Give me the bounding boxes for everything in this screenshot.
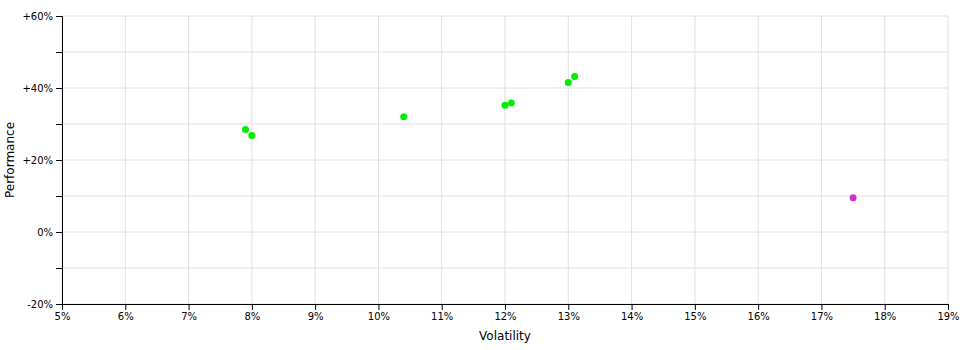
tick: +20% [22,155,62,166]
tick-label: +60% [22,11,53,22]
tick [56,268,62,269]
grid-line [62,124,948,125]
tick-mark [315,304,316,310]
tick-mark [505,304,506,310]
tick-label: 14% [621,311,643,322]
tick-mark [56,268,62,269]
tick: 9% [308,304,324,322]
grid-line [62,196,948,197]
tick-mark [758,304,759,310]
tick: 8% [244,304,260,322]
point [400,113,407,120]
plot-area [242,73,857,201]
point [502,102,509,109]
tick-mark [632,304,633,310]
tick: 10% [368,304,390,322]
tick: 7% [181,304,197,322]
tick [56,52,62,53]
tick-label: 17% [811,311,833,322]
tick: -20% [27,299,62,310]
tick: 6% [118,304,134,322]
tick-label: 16% [748,311,770,322]
tick-label: +40% [22,83,53,94]
tick-mark [56,124,62,125]
tick-mark [125,304,126,310]
point [565,79,572,86]
grid-line [62,16,948,17]
tick-label: 7% [181,311,197,322]
tick-label: 12% [494,311,516,322]
tick-mark [56,232,62,233]
tick-label: 9% [308,311,324,322]
x-axis-line [63,305,949,311]
tick-label: 18% [874,311,896,322]
tick [56,124,62,125]
point [248,132,255,139]
grid-line [62,160,948,161]
tick: 5% [55,304,71,322]
tick-label: 19% [937,311,959,322]
tick-label: 5% [55,311,71,322]
tick: +40% [22,83,62,94]
tick-label: 10% [368,311,390,322]
grid-line [62,52,948,53]
y-axis-line [56,17,63,305]
tick-mark [378,304,379,310]
tick-mark [885,304,886,310]
tick: 11% [431,304,453,322]
y-axis-title: Performance [3,122,17,198]
tick-mark [695,304,696,310]
tick-label: 11% [431,311,453,322]
tick: +60% [22,11,62,22]
tick-label: 15% [684,311,706,322]
tick-mark [442,304,443,310]
tick-label: 0% [37,227,53,238]
tick-mark [56,160,62,161]
tick: 0% [37,227,62,238]
tick: 17% [811,304,833,322]
tick-mark [56,16,62,17]
tick-label: 13% [558,311,580,322]
tick-mark [56,196,62,197]
tick-label: +20% [22,155,53,166]
grid [62,16,948,304]
tick-mark [56,88,62,89]
tick-mark [56,304,62,305]
point [242,126,249,133]
point [508,100,515,107]
tick-mark [568,304,569,310]
tick-mark [948,304,949,310]
point [571,73,578,80]
grid-line [62,88,948,89]
tick-mark [56,52,62,53]
tick-label: 6% [118,311,134,322]
tick: 14% [621,304,643,322]
tick: 16% [748,304,770,322]
tick-label: 8% [244,311,260,322]
tick-mark [821,304,822,310]
tick: 15% [684,304,706,322]
series [242,73,578,139]
grid-line [62,268,948,269]
chart: 5% 6% 7% 8% 9% 10% 11% 12% 13% 14% 15% 16% 17% 18% 19%… [0,0,966,350]
tick-mark [189,304,190,310]
tick-label: -20% [27,299,53,310]
point [850,194,857,201]
y-axis: -20% 0% +20% +40% +60% [22,11,62,310]
grid-line [62,232,948,233]
x-axis-title: Volatility [479,329,531,343]
tick: 12% [494,304,516,322]
tick: 13% [558,304,580,322]
tick: 19% [937,304,959,322]
tick: 18% [874,304,896,322]
series [850,194,857,201]
tick [56,196,62,197]
x-axis: 5% 6% 7% 8% 9% 10% 11% 12% 13% 14% 15% 16% 17% 18% 19% [55,304,960,322]
tick-mark [252,304,253,310]
